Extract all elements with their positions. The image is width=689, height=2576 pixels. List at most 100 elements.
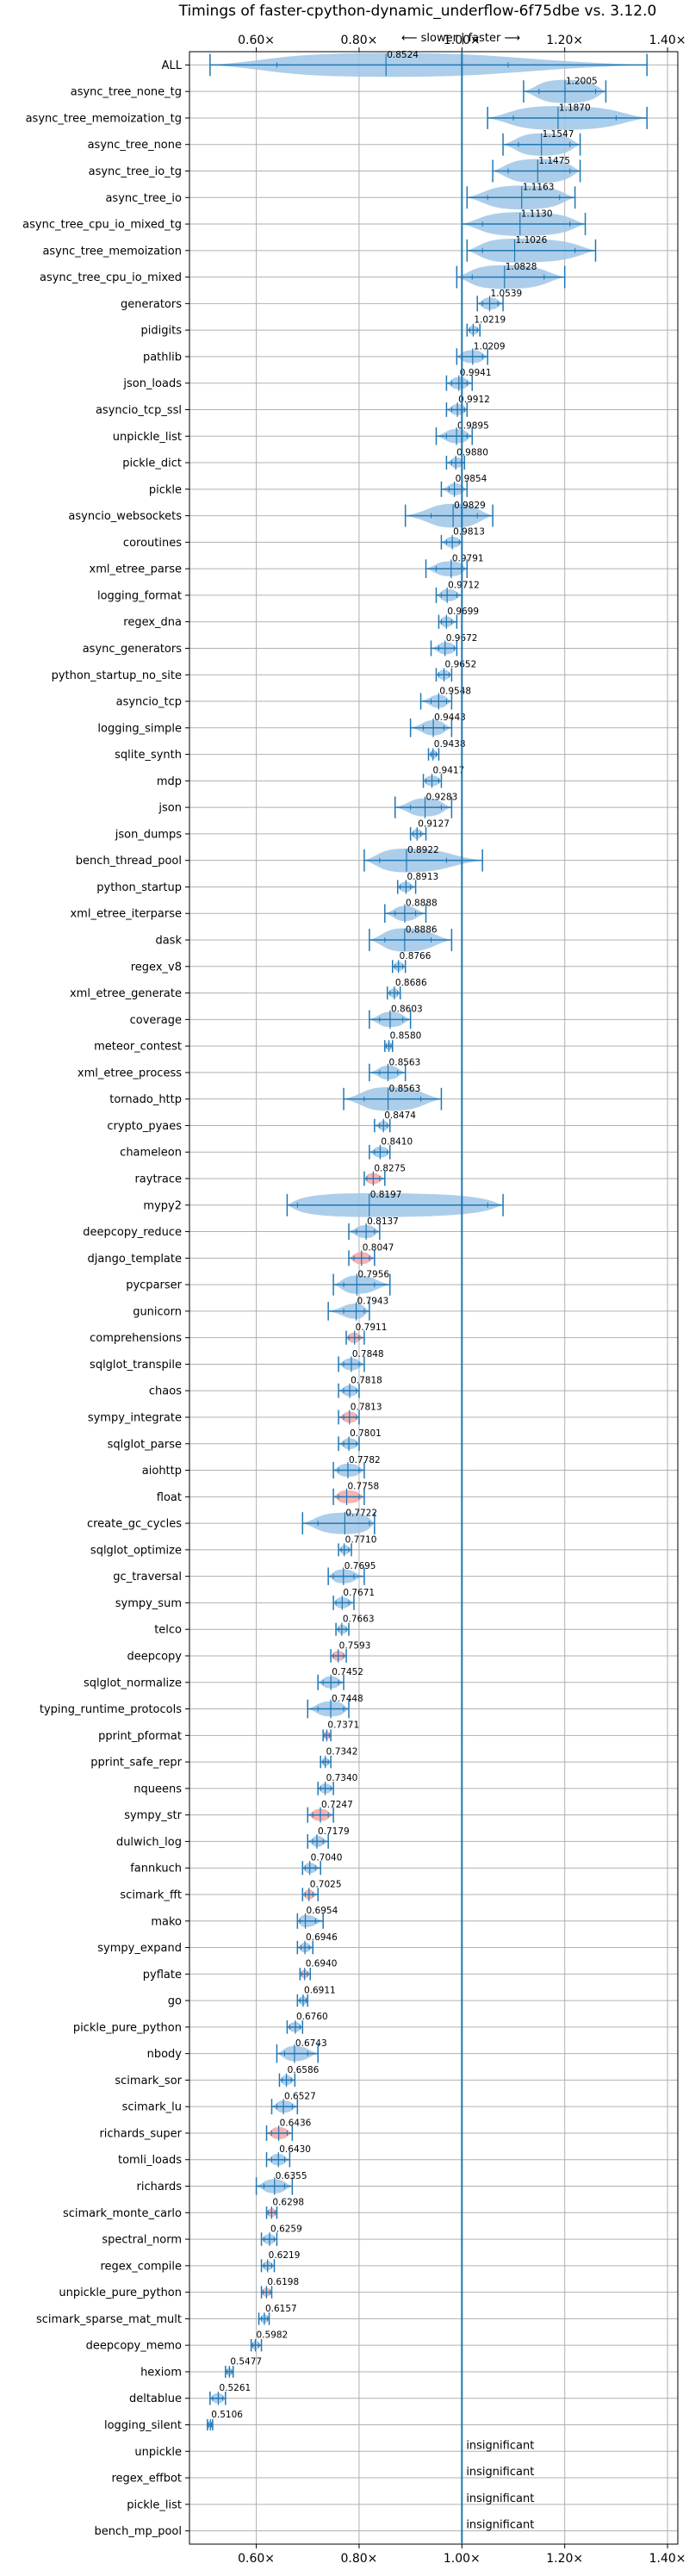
benchmark-row: async_generators0.9672 <box>83 633 477 656</box>
benchmark-row: json_loads 0.9941 <box>122 368 492 391</box>
benchmark-row: deepcopy_memo 0.5982 <box>86 2330 289 2353</box>
benchmark-row: regex_effbot insignificant <box>111 2466 534 2486</box>
benchmark-label: tomli_loads <box>118 2154 182 2167</box>
value-annotation: 0.6430 <box>279 2144 311 2155</box>
benchmark-row: dask 0.8886 <box>155 924 453 952</box>
value-annotation: 0.7813 <box>351 1402 382 1412</box>
benchmark-label: scimark_fft <box>120 1888 182 1901</box>
benchmark-label: async_tree_memoization_tg <box>26 112 182 125</box>
value-annotation: 0.8137 <box>367 1216 399 1227</box>
benchmark-label: deepcopy_reduce <box>83 1226 182 1239</box>
benchmark-label: python_startup <box>96 881 182 894</box>
value-annotation: 0.7818 <box>351 1376 382 1386</box>
value-annotation: 0.9941 <box>460 368 492 378</box>
value-annotation: 0.7722 <box>345 1508 377 1518</box>
benchmark-row: bench_mp_pool insignificant <box>94 2519 534 2539</box>
value-annotation: 0.9283 <box>426 793 458 803</box>
benchmark-label: chameleon <box>120 1147 182 1160</box>
tick-label-top: 1.00× <box>444 34 481 47</box>
benchmark-label: async_generators <box>83 643 183 656</box>
benchmark-row: tomli_loads 0.6430 <box>118 2144 311 2168</box>
benchmark-row: logging_silent 0.5106 <box>104 2410 243 2432</box>
benchmark-row: async_tree_cpu_io_mixed 1.0828 <box>40 262 566 289</box>
benchmark-row: async_tree_memoization 1.1026 <box>42 235 597 263</box>
direction-label: ⟵ slower | faster ⟶ <box>401 32 520 45</box>
benchmark-label: crypto_pyaes <box>107 1120 182 1133</box>
benchmark-label: raytrace <box>134 1173 182 1186</box>
benchmark-label: xml_etree_generate <box>70 987 182 1000</box>
benchmark-label: pprint_pformat <box>98 1730 182 1743</box>
benchmark-label: deepcopy_memo <box>86 2340 182 2353</box>
chart-title: Timings of faster-cpython-dynamic_underf… <box>178 3 657 20</box>
benchmark-row: asyncio_tcp_ssl 0.9912 <box>96 395 490 417</box>
benchmark-label: sqlglot_optimize <box>90 1544 182 1557</box>
insignificant-label: insignificant <box>466 2519 534 2532</box>
benchmark-label: meteor_contest <box>94 1041 182 1054</box>
value-annotation: 0.5261 <box>219 2383 251 2393</box>
benchmark-label: xml_etree_process <box>78 1067 182 1080</box>
benchmark-row: pprint_safe_repr 0.7342 <box>90 1746 357 1769</box>
value-annotation: 0.6198 <box>267 2277 299 2287</box>
benchmark-label: fannkuch <box>130 1863 182 1876</box>
value-annotation: 0.8410 <box>381 1137 413 1148</box>
value-annotation: 0.6157 <box>265 2304 297 2314</box>
value-annotation: 0.9443 <box>434 712 466 723</box>
value-annotation: 1.0828 <box>506 262 537 272</box>
value-annotation: 0.8686 <box>395 978 427 988</box>
benchmark-label: dask <box>155 935 182 948</box>
value-annotation: 0.9438 <box>434 739 466 750</box>
value-annotation: 0.9880 <box>456 447 488 457</box>
value-annotation: 0.8524 <box>387 50 419 60</box>
value-annotation: 1.0539 <box>490 289 522 299</box>
benchmark-label: tornado_http <box>109 1093 182 1106</box>
benchmark-row: unpickle_pure_python 0.6198 <box>59 2277 299 2299</box>
value-annotation: 0.7911 <box>356 1322 388 1333</box>
benchmark-label: async_tree_io_tg <box>89 165 182 178</box>
benchmark-row: nbody 0.6743 <box>147 2038 327 2063</box>
value-annotation: 0.6298 <box>272 2198 304 2208</box>
value-annotation: 0.8766 <box>400 951 431 961</box>
value-annotation: 0.6436 <box>280 2118 312 2128</box>
benchmark-label: pathlib <box>143 351 182 364</box>
value-annotation: 0.9127 <box>418 818 450 829</box>
tick-label-bottom: 1.40× <box>649 2552 686 2566</box>
benchmark-label: generators <box>121 298 182 311</box>
value-annotation: 1.1870 <box>559 103 591 113</box>
benchmark-row: sqlite_synth 0.9438 <box>115 739 465 762</box>
benchmark-row: coverage 0.8603 <box>130 1005 423 1030</box>
benchmark-row: asyncio_tcp 0.9548 <box>116 686 471 710</box>
value-annotation: 0.7040 <box>311 1853 343 1864</box>
value-annotation: 0.5106 <box>211 2410 243 2420</box>
value-annotation: 0.7956 <box>357 1269 389 1279</box>
benchmark-label: sympy_expand <box>97 1942 182 1955</box>
benchmark-label: async_tree_none_tg <box>71 86 182 99</box>
benchmark-row: bench_thread_pool 0.8922 <box>76 845 483 873</box>
benchmark-row: scimark_lu 0.6527 <box>122 2092 316 2115</box>
value-annotation: 0.9912 <box>458 395 490 405</box>
benchmark-row: spectral_norm 0.6259 <box>102 2224 301 2246</box>
value-annotation: 0.9813 <box>453 527 485 538</box>
benchmark-row: scimark_fft 0.7025 <box>120 1879 341 1901</box>
benchmark-row: float 0.7758 <box>157 1482 379 1505</box>
benchmark-label: sympy_str <box>124 1809 182 1822</box>
benchmark-label: async_tree_none <box>88 139 182 152</box>
benchmark-label: coroutines <box>123 537 182 550</box>
benchmark-label: pickle_list <box>127 2498 182 2511</box>
benchmark-label: create_gc_cycles <box>87 1518 182 1531</box>
benchmark-label: ALL <box>162 59 183 72</box>
tick-label-bottom: 1.00× <box>444 2552 481 2566</box>
benchmark-label: sympy_sum <box>115 1597 182 1610</box>
benchmark-row: json_dumps 0.9127 <box>115 818 450 841</box>
benchmark-row: async_tree_io 1.1163 <box>105 183 576 210</box>
benchmark-rows: ALL0.8524async_tree_none_tg1.2005async_t… <box>22 50 648 2539</box>
value-annotation: 0.8563 <box>389 1057 421 1067</box>
value-annotation: 0.7671 <box>343 1588 375 1598</box>
value-annotation: 0.7848 <box>352 1349 384 1360</box>
benchmark-row: python_startup 0.8913 <box>96 872 438 894</box>
benchmark-label: regex_compile <box>100 2260 182 2273</box>
benchmark-label: sqlglot_transpile <box>90 1359 182 1372</box>
value-annotation: 1.0209 <box>474 341 506 352</box>
value-annotation: 0.6954 <box>307 1906 338 1916</box>
value-annotation: 0.7943 <box>357 1296 389 1306</box>
benchmark-label: spectral_norm <box>102 2234 182 2247</box>
